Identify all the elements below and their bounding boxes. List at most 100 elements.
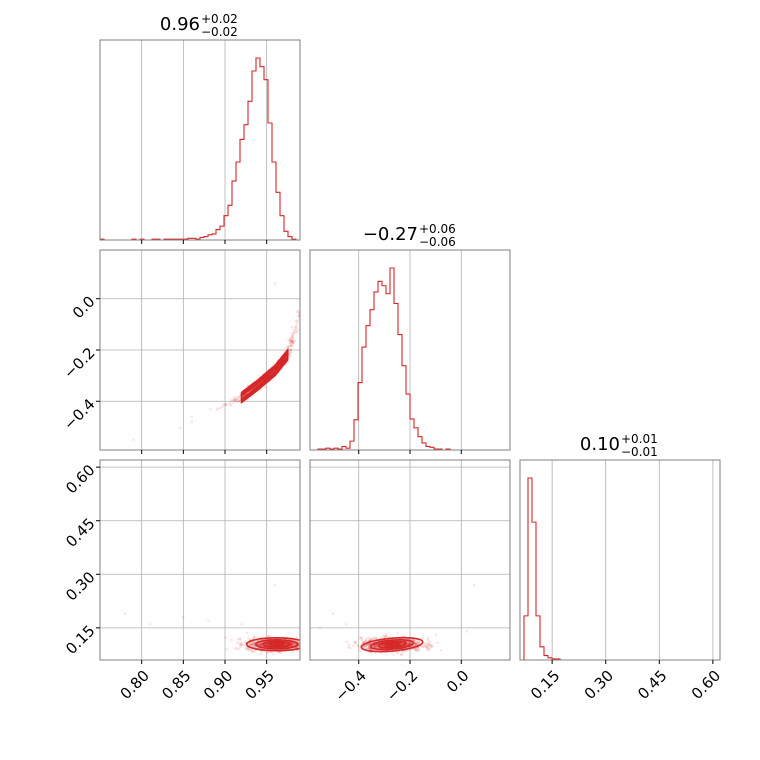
sample-point — [356, 643, 359, 647]
sample-point — [224, 403, 228, 406]
x-tick-label-p0-2: 0.90 — [200, 667, 236, 703]
sample-point — [414, 642, 418, 645]
sample-point — [301, 648, 304, 651]
sample-point — [292, 330, 296, 334]
sample-point — [234, 398, 237, 401]
sample-point — [304, 642, 307, 645]
sample-point — [291, 335, 295, 338]
sample-point — [249, 643, 252, 647]
sample-point — [413, 639, 417, 642]
sample-point — [407, 642, 411, 646]
sample-point — [295, 330, 299, 334]
sample-point — [413, 647, 416, 651]
sample-point — [289, 344, 293, 347]
y-tick-label-p2-1: 0.30 — [62, 568, 98, 604]
sample-point — [253, 641, 256, 645]
title-param-0: 0.96 — [160, 14, 200, 35]
sample-point — [345, 640, 349, 643]
sample-point — [368, 648, 372, 651]
sample-point — [302, 642, 305, 645]
sample-point — [283, 642, 287, 646]
sample-point — [416, 641, 420, 645]
sample-point — [405, 649, 408, 653]
panel-frame-r2-c0 — [99, 459, 301, 661]
sample-point — [290, 325, 294, 329]
sample-point — [427, 644, 431, 647]
title-param-0-median: 0.96 — [160, 14, 200, 35]
sample-point — [427, 643, 431, 646]
sample-point — [407, 641, 411, 645]
sample-point — [304, 641, 307, 644]
sample-point — [416, 648, 420, 652]
sample-point — [301, 313, 304, 316]
sample-point — [232, 397, 236, 401]
sample-point — [259, 642, 262, 646]
sample-point — [291, 644, 294, 647]
sample-point — [290, 340, 294, 343]
sample-point — [426, 642, 430, 646]
sample-point — [409, 641, 412, 645]
sample-point — [294, 331, 297, 335]
sample-point — [224, 636, 228, 639]
sample-point — [375, 643, 379, 647]
sample-point — [250, 642, 254, 646]
sample-point — [304, 641, 307, 644]
sample-point — [439, 649, 443, 652]
y-tick-label-p1-1: −0.2 — [60, 344, 98, 382]
sample-point — [426, 639, 430, 642]
sample-point — [367, 646, 370, 650]
sample-point — [416, 647, 419, 651]
sample-point — [229, 403, 233, 407]
sample-point — [290, 345, 294, 348]
sample-point — [245, 648, 248, 651]
sample-point — [284, 643, 287, 646]
sample-point — [292, 341, 295, 345]
sample-point — [358, 648, 362, 652]
sample-point — [289, 339, 293, 343]
sample-point — [297, 315, 300, 318]
sample-point — [260, 642, 263, 646]
sample-point — [375, 645, 378, 648]
sample-point — [367, 643, 371, 647]
sample-point — [313, 645, 316, 648]
sample-point — [289, 338, 292, 341]
sample-point — [245, 647, 248, 650]
sample-point — [365, 637, 369, 640]
sample-point — [421, 645, 425, 648]
sample-point — [289, 351, 293, 355]
x-tick-label-p2-1: 0.30 — [581, 667, 617, 703]
sample-point — [426, 636, 430, 640]
sample-point — [221, 405, 224, 408]
sample-point — [307, 646, 310, 649]
sample-point — [385, 634, 389, 638]
sample-point — [235, 399, 239, 403]
sample-point — [365, 643, 369, 647]
sample-point — [302, 644, 305, 647]
sample-point — [236, 641, 239, 644]
sample-point — [304, 640, 307, 643]
sample-point — [407, 642, 410, 646]
sample-point — [406, 640, 410, 644]
sample-point — [237, 647, 240, 651]
sample-point — [318, 644, 321, 647]
sample-point — [430, 645, 433, 648]
sample-point — [270, 379, 274, 383]
sample-point — [259, 643, 262, 646]
panel-r2-c1 — [309, 459, 511, 664]
sample-point — [291, 642, 295, 646]
sample-point — [239, 643, 243, 647]
sample-point — [178, 426, 182, 430]
sample-point — [287, 345, 290, 348]
sample-point — [246, 636, 250, 640]
y-tick-label-p2-0: 0.15 — [62, 622, 98, 658]
sample-point — [267, 635, 271, 638]
sample-point — [207, 619, 210, 623]
sample-point — [123, 612, 127, 615]
sample-point — [325, 646, 328, 649]
sample-point — [290, 336, 294, 340]
panel-r0-c0 — [99, 39, 301, 244]
sample-point — [307, 643, 310, 646]
sample-point — [290, 644, 294, 647]
sample-point — [230, 399, 233, 402]
sample-point — [290, 340, 294, 343]
